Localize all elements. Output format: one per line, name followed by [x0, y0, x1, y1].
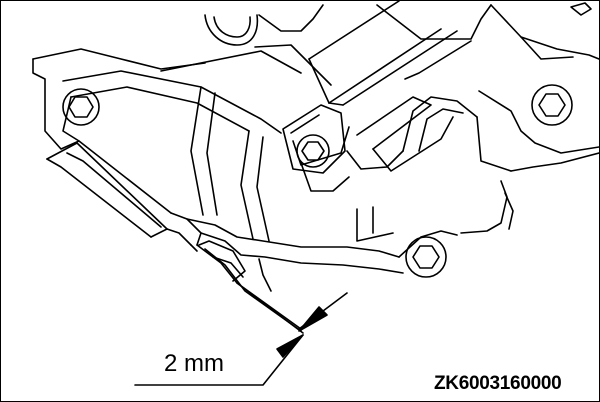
- dimension-label: 2 mm: [164, 350, 224, 377]
- dimension-arrows: [134, 282, 348, 386]
- housing-ribs: [62, 44, 514, 242]
- bolt-lower-right: [405, 236, 447, 278]
- bracket-plate: [282, 104, 346, 174]
- bolt-top-left: [62, 88, 100, 126]
- bolt-center: [296, 134, 330, 168]
- lower-cover: [186, 218, 458, 292]
- figure-code: ZK6003160000: [434, 373, 562, 394]
- bolt-right: [531, 84, 573, 126]
- corner-mark: [570, 2, 592, 16]
- shaft-bar: [308, 1, 472, 106]
